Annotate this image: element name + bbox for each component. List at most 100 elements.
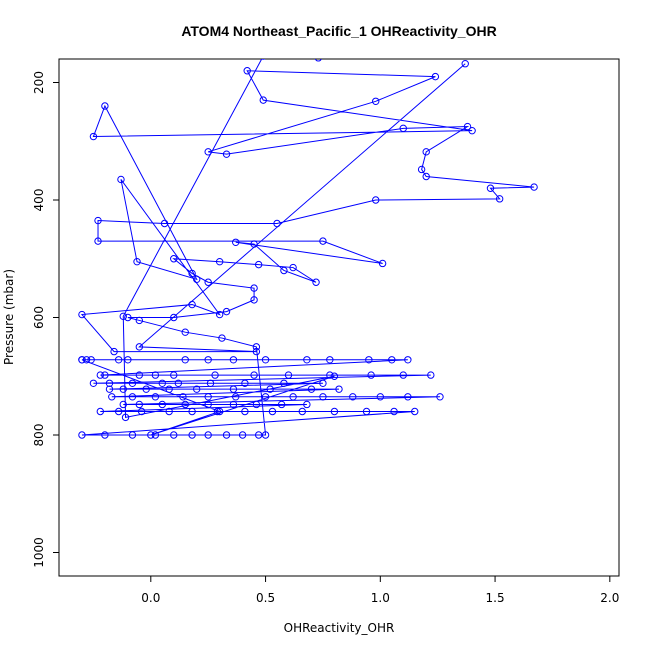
- data-point: [181, 400, 189, 409]
- data-point: [530, 183, 538, 191]
- data-point: [193, 275, 201, 284]
- data-point: [330, 372, 339, 380]
- data-point: [89, 132, 98, 141]
- data-point: [78, 431, 86, 439]
- data-point: [206, 379, 215, 387]
- data-point: [303, 356, 311, 364]
- data-point: [319, 237, 327, 245]
- data-point: [170, 255, 178, 263]
- data-point: [188, 269, 196, 278]
- data-point: [326, 371, 334, 379]
- data-point: [335, 385, 343, 393]
- y-axis: 200 400 600 800 1000: [32, 71, 60, 568]
- data-point: [128, 393, 137, 401]
- data-point: [121, 413, 130, 422]
- x-axis-label: OHReactivity_OHR: [284, 621, 395, 635]
- y-tick-label: 800: [32, 424, 46, 447]
- data-point: [250, 296, 258, 304]
- data-point: [101, 371, 109, 379]
- data-point: [250, 240, 258, 248]
- data-point: [390, 407, 398, 416]
- x-tick-label: 1.5: [486, 591, 505, 605]
- data-point: [273, 219, 281, 228]
- data-point: [222, 431, 231, 439]
- data-point: [261, 356, 270, 364]
- data-point: [486, 184, 495, 192]
- data-point: [151, 393, 160, 401]
- y-tick-label: 600: [32, 306, 46, 329]
- data-point: [411, 407, 419, 416]
- data-point: [289, 263, 297, 272]
- data-point: [96, 371, 105, 379]
- data-point: [204, 278, 212, 286]
- data-point: [277, 400, 286, 409]
- data-point: [404, 356, 412, 364]
- data-point: [105, 385, 114, 393]
- data-point: [135, 316, 144, 325]
- data-point: [372, 196, 380, 204]
- data-point: [399, 124, 407, 133]
- data-point: [252, 400, 261, 409]
- data-point: [124, 313, 132, 322]
- data-point: [160, 219, 169, 228]
- x-tick-label: 0.0: [141, 591, 160, 605]
- x-tick-label: 2.0: [600, 591, 619, 605]
- data-point: [124, 356, 132, 364]
- data-point: [135, 343, 144, 351]
- data-point: [436, 393, 444, 401]
- chart-title: ATOM4 Northeast_Pacific_1 OHReactivity_O…: [181, 23, 496, 39]
- data-point: [94, 216, 102, 225]
- data-point: [404, 393, 412, 401]
- data-point: [211, 371, 219, 379]
- data-point: [78, 356, 86, 364]
- data-point: [135, 400, 144, 409]
- data-point: [119, 385, 127, 393]
- data-point: [417, 165, 426, 174]
- data-point: [204, 393, 212, 401]
- data-point: [94, 237, 102, 245]
- data-point: [119, 400, 127, 409]
- data-point: [388, 356, 396, 364]
- data-point: [78, 310, 86, 319]
- data-point: [427, 371, 435, 379]
- data-point: [280, 379, 288, 387]
- data-point: [312, 278, 320, 286]
- data-point: [82, 356, 91, 364]
- data-point: [399, 371, 407, 379]
- data-point: [303, 400, 311, 409]
- data-point: [252, 347, 261, 356]
- data-point: [117, 175, 125, 184]
- data-point: [349, 393, 357, 401]
- data-point: [268, 407, 277, 416]
- data-point: [252, 343, 261, 351]
- data-point: [298, 407, 306, 416]
- data-point: [461, 60, 469, 68]
- data-point: [365, 356, 373, 364]
- data-point: [147, 431, 155, 439]
- data-point: [87, 356, 95, 364]
- data-point: [188, 431, 196, 439]
- data-point: [213, 407, 222, 416]
- data-point: [128, 379, 137, 387]
- data-point: [289, 393, 297, 401]
- data-point: [229, 356, 238, 364]
- data-point: [170, 431, 178, 439]
- data-point: [215, 310, 224, 319]
- data-point: [241, 379, 249, 387]
- data-point: [151, 371, 160, 379]
- data-point: [362, 407, 371, 416]
- y-axis-label: Pressure (mbar): [2, 269, 16, 365]
- data-point: [204, 400, 212, 409]
- data-point: [188, 407, 196, 416]
- data-point: [243, 67, 251, 75]
- data-point: [495, 195, 504, 203]
- data-point: [222, 307, 231, 316]
- data-point: [105, 379, 114, 387]
- data-point: [261, 431, 270, 439]
- x-tick-label: 0.5: [256, 591, 275, 605]
- y-tick-label: 200: [32, 71, 46, 94]
- data-point: [376, 393, 385, 401]
- series-line: [80, 59, 535, 436]
